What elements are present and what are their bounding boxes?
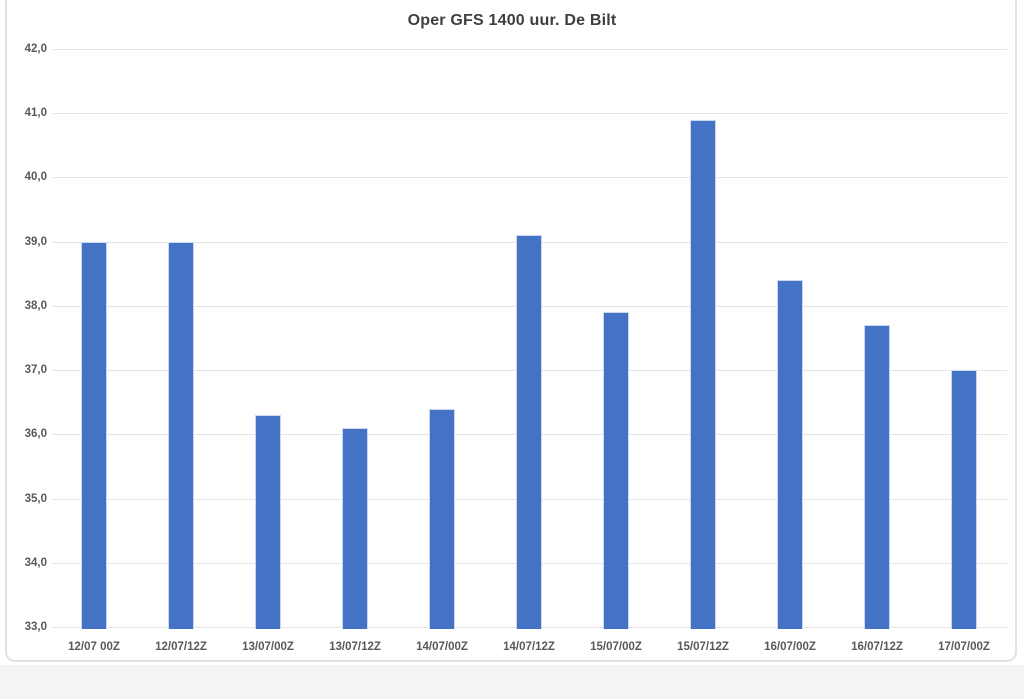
y-axis-tick-label: 41,0: [24, 107, 47, 119]
bar[interactable]: [516, 235, 542, 629]
bar[interactable]: [864, 325, 890, 629]
bar[interactable]: [690, 120, 716, 629]
gridline: [52, 49, 1007, 50]
gridline: [52, 177, 1007, 178]
x-axis-category-label: 12/07/12Z: [155, 641, 207, 653]
y-axis-tick-label: 36,0: [24, 428, 47, 440]
x-axis-category-label: 12/07 00Z: [68, 641, 120, 653]
x-axis-category-label: 15/07/00Z: [590, 641, 642, 653]
bar[interactable]: [603, 312, 629, 629]
x-axis-category-label: 14/07/12Z: [503, 641, 555, 653]
bar[interactable]: [81, 242, 107, 629]
bar[interactable]: [777, 280, 803, 629]
x-axis-category-label: 15/07/12Z: [677, 641, 729, 653]
y-axis-tick-label: 39,0: [24, 236, 47, 248]
x-axis-category-label: 14/07/00Z: [416, 641, 468, 653]
chart-title: Oper GFS 1400 uur. De Bilt: [407, 12, 617, 29]
bar[interactable]: [255, 415, 281, 629]
x-axis-category-label: 13/07/00Z: [242, 641, 294, 653]
background-strip: [0, 665, 1024, 699]
y-axis-tick-label: 37,0: [24, 364, 47, 376]
bar[interactable]: [342, 428, 368, 629]
y-axis-tick-label: 33,0: [24, 621, 47, 633]
y-axis-tick-label: 42,0: [24, 43, 47, 55]
gridline: [52, 113, 1007, 114]
y-axis-tick-label: 38,0: [24, 300, 47, 312]
x-axis-category-label: 16/07/12Z: [851, 641, 903, 653]
bar[interactable]: [951, 370, 977, 629]
y-axis-tick-label: 34,0: [24, 557, 47, 569]
x-axis-category-label: 17/07/00Z: [938, 641, 990, 653]
y-axis-tick-label: 40,0: [24, 171, 47, 183]
bar[interactable]: [168, 242, 194, 629]
y-axis-tick-label: 35,0: [24, 493, 47, 505]
x-axis-category-label: 13/07/12Z: [329, 641, 381, 653]
x-axis-category-label: 16/07/00Z: [764, 641, 816, 653]
bar[interactable]: [429, 409, 455, 629]
